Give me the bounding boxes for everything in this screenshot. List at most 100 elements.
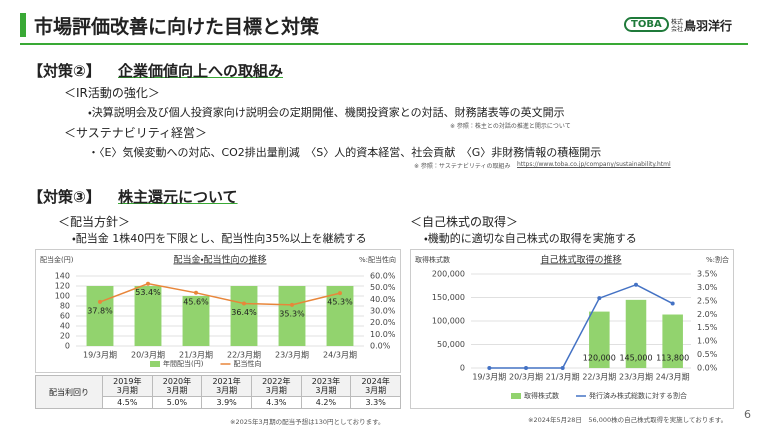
marker [597, 296, 602, 301]
y-axis-label: 取得株式数 [415, 255, 450, 264]
x-tick-label: 20/3月期 [509, 373, 543, 382]
column-header-line: 2021年 [212, 377, 241, 386]
column-header-line: 3月期 [365, 386, 387, 395]
sub-heading: ＜サステナビリティ経営＞ [64, 126, 208, 140]
chart-title: 自己株式取得の推移 [540, 254, 621, 266]
tick-label: 200,000 [432, 270, 465, 279]
tick-label: 50.0% [370, 283, 396, 292]
tick-label: 60 [60, 312, 70, 321]
x-tick-label: 24/3月期 [323, 351, 357, 360]
tick-label: 2.5% [697, 296, 718, 305]
tick-label: 30.0% [370, 307, 396, 316]
bar [86, 286, 114, 346]
link[interactable]: https://www.toba.co.jp/company/sustainab… [517, 161, 671, 168]
tick-label: 0 [460, 364, 465, 373]
bar [134, 286, 162, 346]
section-tag: 【対策②】 [28, 62, 101, 80]
note: ※2024年5月28日 56,000株の自己株式取得を実施しております。 [528, 416, 728, 424]
tick-label: 0.0% [370, 342, 391, 351]
column-header: 2024年 3月期 [350, 375, 401, 397]
column-header-line: 3月期 [166, 386, 188, 395]
x-tick-label: 21/3月期 [179, 351, 213, 360]
note: ※ 参照：株主との対話の推進と開示について [450, 123, 571, 130]
column-header-line: 3月期 [265, 386, 287, 395]
x-tick-label: 23/3月期 [275, 351, 309, 360]
tick-label: 50,000 [437, 340, 465, 349]
accent-bar [20, 13, 26, 37]
x-tick-label: 22/3月期 [227, 351, 261, 360]
tick-label: 80 [60, 302, 70, 311]
tick-label: 60.0% [370, 272, 396, 281]
column-header: 2022年 3月期 [250, 375, 302, 397]
data-label: 53.4% [135, 288, 161, 297]
row-header: 配当利回り [35, 375, 103, 409]
cell: 3.9% [201, 396, 252, 409]
divider [20, 43, 748, 45]
column-header-line: 3月期 [315, 386, 337, 395]
sub-heading: ＜IR活動の強化＞ [64, 86, 160, 100]
column-header-line: 3月期 [116, 386, 138, 395]
data-label: 113,800 [656, 354, 689, 363]
data-label: 35.3% [279, 309, 305, 318]
chart: 配当金・配当性向の推移 配当金(円) %:配当性向 02040608010012014… [35, 249, 401, 373]
note: ※ 参照：サステナビリティの取組み [414, 163, 511, 170]
column-header: 2023年 3月期 [300, 375, 352, 397]
column-header-line: 2024年 [361, 377, 390, 386]
tick-label: 0.0% [697, 364, 718, 373]
section-heading: 株主還元について [118, 188, 238, 206]
legend-label: 発行済み株式総数に対する割合 [589, 391, 687, 400]
y-axis-label: 配当金(円) [40, 255, 74, 264]
title: 市場評価改善に向けた目標と対策 [34, 16, 320, 38]
sub-heading: ＜配当方針＞ [58, 215, 131, 229]
logo-sub: 株式会社 [671, 19, 684, 33]
column-header-line: 3月期 [216, 386, 238, 395]
section-tag: 【対策③】 [28, 188, 101, 206]
x-tick-label: 19/3月期 [83, 351, 117, 360]
tick-label: 100,000 [432, 317, 465, 326]
tick-label: 140 [55, 272, 70, 281]
marker [194, 290, 198, 295]
legend-swatch [150, 361, 160, 367]
chart-title: 配当金・配当性向の推移 [173, 254, 266, 266]
marker [290, 302, 294, 307]
bullet: ・決算説明会及び個人投資家向け説明会の定期開催、機関投資家との対話、財務諸表等の… [88, 106, 565, 119]
marker [670, 301, 675, 306]
tick-label: 40.0% [370, 295, 396, 304]
y2-axis-label: %:割合 [706, 255, 729, 264]
tick-label: 2.0% [697, 310, 718, 319]
x-tick-label: 24/3月期 [656, 373, 690, 382]
bar [230, 286, 258, 346]
marker [487, 366, 492, 370]
x-tick-label: 22/3月期 [582, 373, 616, 382]
marker [98, 299, 102, 304]
legend-label: 年間配当(円) [163, 359, 204, 368]
data-label: 120,000 [583, 354, 616, 363]
legend-label: 配当性向 [233, 359, 261, 368]
bullet: ・配当金 1株40円を下限とし、配当性向35%以上を継続する [72, 232, 367, 245]
data-label: 145,000 [619, 354, 652, 363]
column-header: 2021年 3月期 [201, 375, 252, 397]
x-tick-label: 20/3月期 [131, 351, 165, 360]
company: 鳥羽洋行 [684, 19, 733, 33]
marker [242, 301, 246, 306]
marker [338, 291, 342, 296]
tick-label: 150,000 [432, 293, 465, 302]
line [489, 283, 674, 369]
y2-axis-label: %:配当性向 [359, 255, 396, 264]
x-tick-label: 19/3月期 [472, 373, 506, 382]
tick-label: 120 [55, 282, 70, 291]
logo: TOBA [624, 17, 669, 32]
chart: 自己株式取得の推移 取得株式数 %:割合 0 50,000 100,000 150,000 2… [410, 249, 734, 409]
tick-label: 3.0% [697, 283, 718, 292]
section-heading: 企業価値向上への取組み [118, 62, 284, 80]
cell: 4.3% [250, 396, 302, 409]
yield-table: 配当利回り 2019年 3月期 2020年 3月期 2021年 3月期 2022年 3月期 202… [35, 375, 401, 409]
cell: 4.5% [101, 396, 153, 409]
tick-label: 40 [60, 322, 70, 331]
tick-label: 20.0% [370, 318, 396, 327]
bullet: ・〈E〉気候変動への対応、CO2排出量削減 〈S〉人的資本経営、社会貢献 〈G〉… [88, 146, 602, 159]
bullet: ・機動的に適切な自己株式の取得を実施する [424, 232, 637, 245]
sub-heading: ＜自己株式の取得＞ [410, 215, 519, 229]
tick-label: 1.5% [697, 323, 718, 332]
